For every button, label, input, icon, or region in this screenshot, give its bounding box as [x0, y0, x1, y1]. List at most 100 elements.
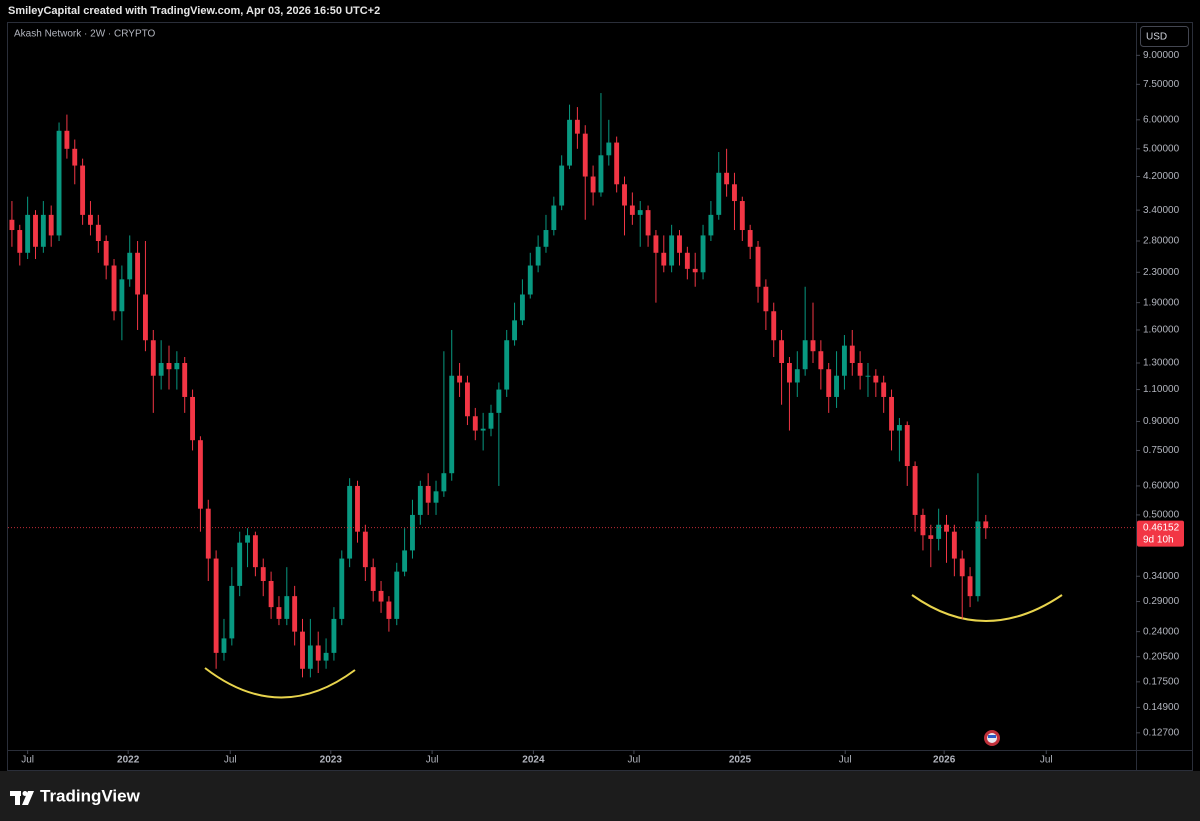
- candle-body: [488, 412, 494, 429]
- candle-body: [951, 531, 957, 559]
- y-tick-label: 2.30000: [1143, 267, 1180, 278]
- candle-body: [810, 340, 816, 352]
- candle-body: [300, 631, 305, 669]
- candle-body: [669, 235, 675, 266]
- x-tick-label: 2024: [522, 755, 545, 766]
- y-tick-label: 1.90000: [1143, 297, 1180, 308]
- candle-body: [292, 596, 298, 632]
- candle-body: [205, 508, 211, 559]
- candle-body: [700, 235, 706, 273]
- candle-body: [496, 389, 502, 413]
- candle-body: [355, 485, 360, 532]
- candle-body: [606, 142, 612, 156]
- candle-body: [896, 425, 902, 431]
- candle-body: [9, 219, 15, 231]
- candle-body: [119, 279, 125, 312]
- candle-body: [370, 567, 376, 591]
- candle-body: [80, 165, 86, 215]
- y-tick-label: 0.60000: [1143, 481, 1180, 492]
- candle-body: [402, 550, 408, 572]
- candle-body: [920, 514, 926, 536]
- candle-body: [323, 652, 329, 661]
- y-tick-label: 0.17500: [1143, 676, 1180, 687]
- candle-body: [150, 340, 156, 376]
- candle-body: [386, 601, 392, 619]
- chart-frame: [7, 22, 1193, 771]
- x-tick-label: 2022: [117, 755, 140, 766]
- candle-body: [307, 645, 313, 669]
- candle-body: [362, 531, 368, 568]
- candle-body: [629, 205, 635, 215]
- candle-body: [936, 524, 942, 539]
- y-tick-label: 4.20000: [1143, 171, 1180, 182]
- candle-body: [779, 340, 785, 363]
- candle-body: [166, 362, 172, 370]
- x-tick-label: Jul: [224, 755, 237, 766]
- candle-body: [158, 362, 164, 376]
- candle-body: [653, 235, 659, 253]
- last-price-label: 0.46152: [1143, 522, 1180, 533]
- candle-body: [64, 130, 70, 149]
- candle-body: [457, 375, 463, 383]
- candle-body: [622, 184, 627, 206]
- candle-body: [331, 618, 337, 653]
- event-flag: [984, 730, 1000, 746]
- candle-body: [135, 252, 141, 295]
- candle-body: [732, 184, 737, 202]
- candle-body: [912, 466, 918, 515]
- y-tick-label: 1.60000: [1143, 325, 1180, 336]
- candle-body: [449, 375, 455, 474]
- candle-body: [661, 252, 667, 266]
- countdown-label: 9d 10h: [1143, 534, 1174, 545]
- candle-body: [229, 585, 235, 639]
- y-tick-label: 0.29000: [1143, 596, 1180, 607]
- candle-body: [95, 224, 101, 242]
- candle-body: [527, 265, 533, 295]
- candle-body: [590, 176, 596, 193]
- plot-area: [8, 93, 1135, 678]
- y-tick-label: 1.10000: [1143, 384, 1180, 395]
- candle-body: [983, 521, 989, 529]
- candle-body: [111, 265, 117, 312]
- candle-body: [543, 230, 549, 247]
- candle-body: [535, 246, 541, 266]
- candle-body: [378, 590, 384, 602]
- candle-body: [245, 535, 250, 543]
- candle-body: [834, 375, 839, 397]
- candle-body: [802, 340, 808, 370]
- y-tick-label: 0.34000: [1143, 571, 1180, 582]
- candle-body: [268, 580, 274, 608]
- candle-body: [873, 375, 879, 383]
- candle-body: [417, 485, 423, 515]
- y-tick-label: 7.50000: [1143, 79, 1180, 90]
- x-tick-label: Jul: [426, 755, 439, 766]
- candle-body: [724, 172, 730, 185]
- candle-body: [959, 558, 965, 577]
- y-tick-label: 3.40000: [1143, 205, 1180, 216]
- candle-body: [598, 155, 604, 193]
- candle-body: [739, 201, 745, 231]
- currency-label: USD: [1146, 32, 1167, 43]
- candle-body: [339, 558, 345, 619]
- candle-body: [747, 230, 753, 247]
- candle-body: [127, 252, 133, 280]
- brand-name: TradingView: [40, 786, 141, 805]
- x-tick-label: 2026: [933, 755, 956, 766]
- candle-body: [433, 491, 439, 503]
- x-tick-label: Jul: [21, 755, 34, 766]
- y-tick-label: 9.00000: [1143, 50, 1180, 61]
- candle-body: [857, 362, 863, 376]
- candle-body: [716, 172, 722, 215]
- candle-body: [574, 119, 580, 134]
- candle-body: [826, 369, 832, 397]
- candle-body: [637, 210, 643, 215]
- candle-body: [48, 214, 54, 236]
- candle-body: [567, 119, 572, 166]
- y-tick-label: 0.50000: [1143, 510, 1180, 521]
- candle-body: [645, 210, 651, 236]
- y-tick-label: 0.12700: [1143, 727, 1180, 738]
- candle-body: [143, 294, 148, 341]
- brand-logo: [10, 791, 34, 805]
- footer: [0, 771, 1200, 821]
